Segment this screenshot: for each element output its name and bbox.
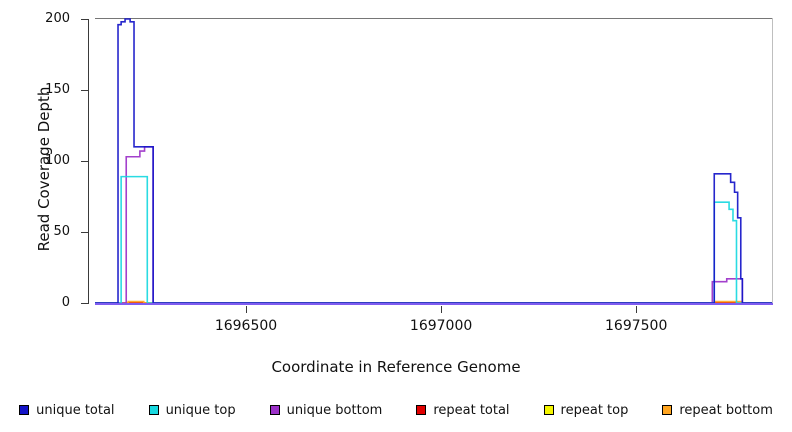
legend-item-unique-top[interactable]: unique top bbox=[148, 402, 236, 418]
y-tick-label-150: 150 bbox=[45, 82, 70, 97]
y-tick-label-wrap-150: 150 bbox=[0, 83, 74, 96]
legend-swatch-icon-repeat-bottom bbox=[662, 405, 673, 415]
legend-item-repeat-top[interactable]: repeat top bbox=[543, 402, 629, 418]
y-axis-title: Read Coverage Depth bbox=[35, 86, 53, 252]
plot-border-top bbox=[95, 18, 773, 19]
y-tick-50 bbox=[81, 232, 88, 233]
x-tick-label-1697500: 1697500 bbox=[605, 318, 668, 334]
legend-item-repeat-bottom[interactable]: repeat bottom bbox=[662, 403, 773, 418]
y-tick-label-0: 0 bbox=[61, 295, 70, 310]
x-tick-label-1697000: 1697000 bbox=[409, 318, 473, 334]
x-axis-line bbox=[95, 303, 773, 305]
legend-label: unique total bbox=[36, 402, 115, 418]
x-tick-1697000 bbox=[441, 306, 443, 313]
y-tick-label-wrap-100: 100 bbox=[0, 154, 74, 167]
legend-swatch-icon-unique-total bbox=[19, 405, 30, 415]
plot-border-right bbox=[772, 18, 773, 304]
y-tick-100 bbox=[81, 161, 88, 162]
y-tick-label-wrap-50: 50 bbox=[0, 225, 74, 238]
y-tick-label-200: 200 bbox=[45, 11, 70, 26]
legend-swatch-icon-unique-top bbox=[148, 405, 159, 415]
legend-label: unique bottom bbox=[286, 402, 383, 418]
x-axis-title: Coordinate in Reference Genome bbox=[271, 358, 521, 376]
legend-label: repeat total bbox=[433, 402, 510, 418]
y-tick-label-100: 100 bbox=[45, 153, 70, 168]
y-axis-line bbox=[88, 19, 89, 304]
legend-item-unique-total[interactable]: unique total bbox=[19, 402, 115, 418]
x-tick-1696500 bbox=[246, 306, 247, 313]
legend-item-unique-bottom[interactable]: unique bottom bbox=[269, 402, 383, 418]
x-tick-label-1696500: 1696500 bbox=[214, 318, 278, 334]
y-tick-200 bbox=[81, 19, 88, 20]
x-tick-1697500 bbox=[636, 306, 638, 313]
legend-item-repeat-total[interactable]: repeat total bbox=[416, 402, 510, 418]
y-tick-label-50: 50 bbox=[53, 224, 70, 239]
y-tick-label-wrap-0: 0 bbox=[0, 296, 74, 309]
y-tick-150 bbox=[81, 90, 88, 91]
legend-swatch-icon-repeat-top bbox=[543, 405, 554, 415]
y-tick-0 bbox=[81, 303, 88, 304]
y-tick-label-wrap-200: 200 bbox=[0, 12, 74, 25]
legend: unique total unique top unique bottom repea… bbox=[0, 398, 792, 422]
legend-swatch-icon-repeat-total bbox=[416, 405, 427, 415]
legend-label: repeat bottom bbox=[679, 402, 773, 418]
legend-label: repeat top bbox=[560, 402, 629, 418]
legend-swatch-icon-unique-bottom bbox=[269, 405, 280, 415]
plot-area bbox=[95, 19, 772, 303]
legend-label: unique top bbox=[165, 402, 236, 418]
